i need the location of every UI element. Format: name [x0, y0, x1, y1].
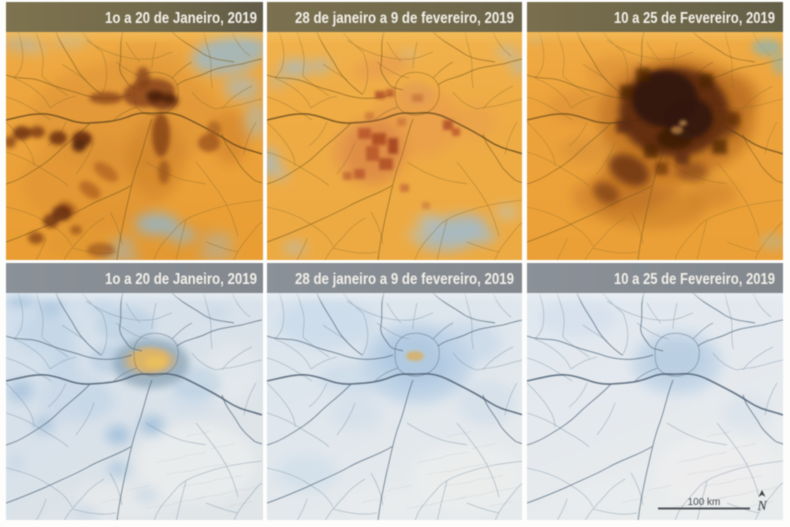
- svg-text:1o a 20 de Janeiro, 2019: 1o a 20 de Janeiro, 2019: [105, 10, 257, 27]
- svg-text:28 de janeiro a 9 de fevereiro: 28 de janeiro a 9 de fevereiro, 2019: [295, 10, 514, 27]
- svg-text:28 de janeiro a 9 de fevereiro: 28 de janeiro a 9 de fevereiro, 2019: [295, 271, 514, 288]
- svg-text:N: N: [756, 499, 767, 514]
- svg-text:100 km: 100 km: [688, 497, 721, 508]
- svg-text:10 a 25 de Fevereiro, 2019: 10 a 25 de Fevereiro, 2019: [614, 10, 775, 27]
- svg-text:1o a 20 de Janeiro, 2019: 1o a 20 de Janeiro, 2019: [105, 271, 257, 288]
- svg-text:10 a 25 de Fevereiro, 2019: 10 a 25 de Fevereiro, 2019: [614, 271, 775, 288]
